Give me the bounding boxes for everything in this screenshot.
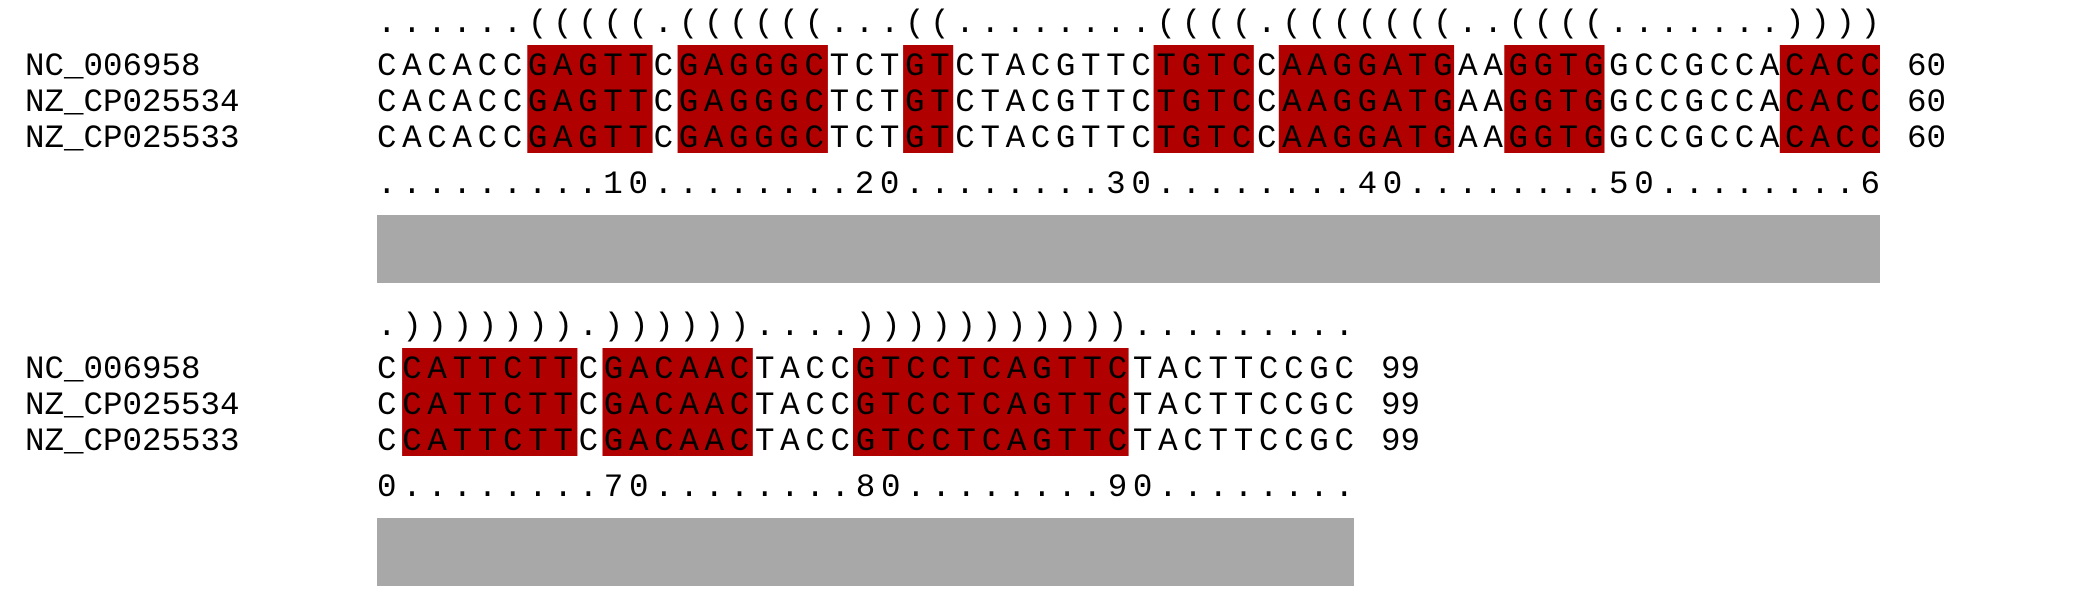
sequence-residues: CCATTCTTCGACAACTACCGTCCTCAGTTCTACTTCCGC [377, 351, 1354, 388]
sequence-residues: CACACCGAGTTCGAGGGCTCTGTCTACGTTCTGTCCAAGG… [377, 48, 1880, 85]
alignment-block: ......(((((.((((((...((........((((.((((… [25, 5, 1946, 283]
paired-region-highlight [527, 45, 653, 153]
paired-region-highlight [1153, 45, 1254, 153]
sequence-name: NZ_CP025533 [25, 423, 240, 460]
sequence-end-position: 60 [1907, 120, 1946, 157]
sequence-residues: CCATTCTTCGACAACTACCGTCCTCAGTTCTACTTCCGC [377, 423, 1354, 460]
sequence-end-position: 99 [1381, 423, 1420, 460]
paired-region-highlight [602, 348, 753, 456]
position-ruler: 0........70........80........90........ [377, 469, 1354, 506]
sequence-end-position: 60 [1907, 48, 1946, 85]
paired-region-highlight [677, 45, 828, 153]
structure-line: ......(((((.((((((...((........((((.((((… [377, 5, 1880, 42]
sequence-residues: CACACCGAGTTCGAGGGCTCTGTCTACGTTCTGTCCAAGG… [377, 120, 1880, 157]
paired-region-highlight [1278, 45, 1455, 153]
sequence-name: NC_006958 [25, 351, 201, 388]
sequence-name: NZ_CP025534 [25, 387, 240, 424]
position-ruler: .........10........20........30........4… [377, 166, 1880, 203]
sequence-end-position: 99 [1381, 351, 1420, 388]
paired-region-highlight [853, 348, 1129, 456]
structure-line: .))))))).))))))....)))))))))))......... [377, 308, 1354, 345]
conservation-bar [377, 215, 1880, 283]
paired-region-highlight [903, 45, 954, 153]
sequence-name: NC_006958 [25, 48, 201, 85]
conservation-bar [377, 518, 1354, 586]
sequence-residues: CACACCGAGTTCGAGGGCTCTGTCTACGTTCTGTCCAAGG… [377, 84, 1880, 121]
sequence-name: NZ_CP025534 [25, 84, 240, 121]
sequence-end-position: 60 [1907, 84, 1946, 121]
paired-region-highlight [402, 348, 578, 456]
paired-region-highlight [1504, 45, 1605, 153]
sequence-name: NZ_CP025533 [25, 120, 240, 157]
sequence-end-position: 99 [1381, 387, 1420, 424]
alignment-block: .))))))).))))))....)))))))))))......... N… [25, 308, 1420, 586]
sequence-residues: CCATTCTTCGACAACTACCGTCCTCAGTTCTACTTCCGC [377, 387, 1354, 424]
paired-region-highlight [1779, 45, 1880, 153]
